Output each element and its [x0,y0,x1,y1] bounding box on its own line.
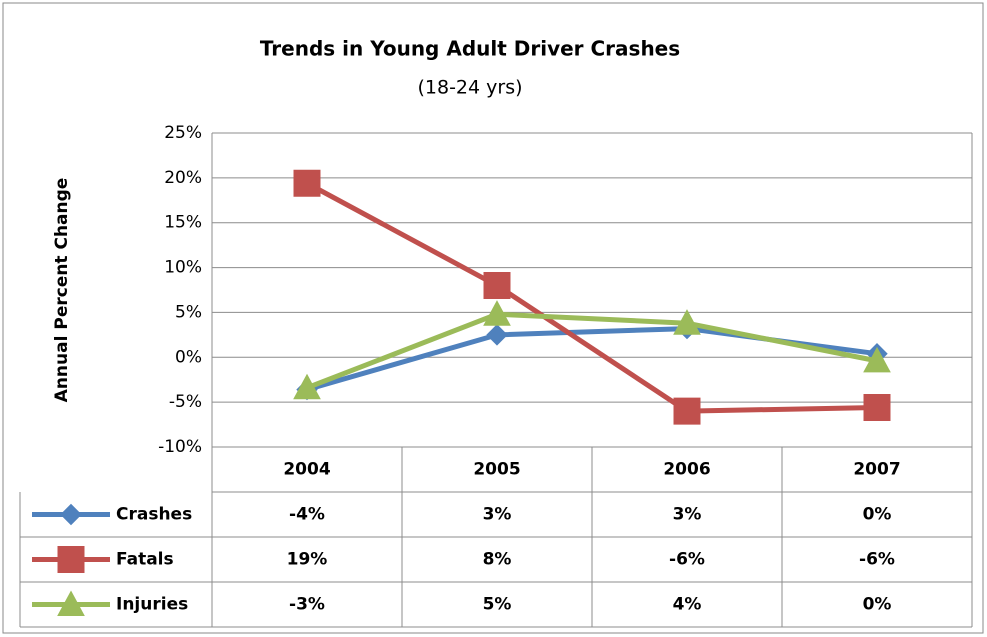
marker [673,397,701,425]
marker [293,373,321,400]
marker [863,346,891,373]
series-line [305,181,878,414]
y-axis-title: Annual Percent Change [52,178,72,403]
x-tick-label: 2004 [283,460,330,480]
legend-marker [57,546,85,573]
table-value: 3% [673,505,702,525]
y-tick-label: 20% [164,168,202,188]
marker [483,272,511,300]
y-tick-label: 5% [175,302,202,322]
marker [673,309,701,335]
table-value: 0% [863,595,892,615]
table-value: 0% [863,505,892,525]
table-value: 5% [483,595,512,615]
table-value: -6% [669,550,705,570]
table-value: 3% [483,505,512,525]
marker [486,324,508,346]
y-tick-label: 15% [164,213,202,233]
series-line [306,311,878,391]
y-tick-label: 25% [164,123,202,143]
y-tick-label: 0% [175,347,202,367]
table-value: 19% [287,550,328,570]
y-tick-label: -5% [169,392,202,412]
y-tick-label: -10% [158,437,202,457]
table-value: -3% [289,595,325,615]
y-tick-label: 10% [164,258,202,278]
legend-label: Fatals [116,550,174,570]
table-value: 4% [673,595,702,615]
legend-marker [60,503,82,526]
table-value: -6% [859,550,895,570]
legend-marker [57,590,85,616]
x-tick-label: 2006 [663,460,710,480]
chart-title: Trends in Young Adult Driver Crashes [260,37,680,61]
marker [483,300,511,326]
x-tick-label: 2005 [473,460,520,480]
x-tick-label: 2007 [853,460,900,480]
table-value: 8% [483,550,512,570]
legend-label: Injuries [116,595,188,615]
table-value: -4% [289,505,325,525]
chart-subtitle: (18-24 yrs) [417,77,522,99]
marker [863,394,891,422]
marker [293,169,321,197]
legend-label: Crashes [116,505,192,525]
